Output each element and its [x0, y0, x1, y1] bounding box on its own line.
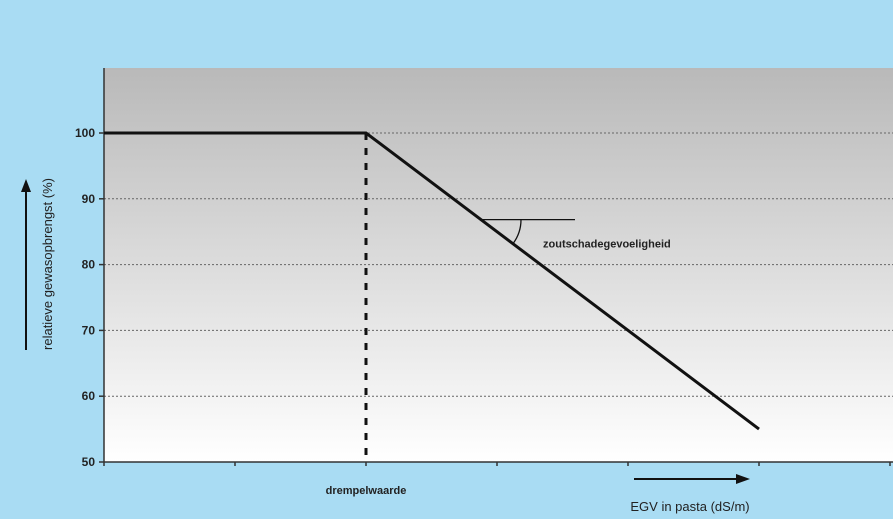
gridlines [104, 132, 893, 397]
x-axis-label-group: EGV in pasta (dS/m) [630, 474, 750, 514]
y-tick-label-100: 100 [75, 126, 95, 140]
slope-arc [512, 219, 522, 245]
plot-area [104, 68, 893, 462]
y-axis-label-group: relatieve gewasopbrengst (%) [21, 178, 55, 350]
y-axis-label: relatieve gewasopbrengst (%) [40, 178, 55, 350]
threshold-label: drempelwaarde [326, 485, 407, 497]
y-tick-label-50: 50 [82, 455, 96, 469]
x-axis-arrow-head-icon [736, 474, 750, 484]
y-tick-label-70: 70 [82, 323, 96, 337]
annotation-label: zoutschadegevoeligheid [543, 239, 671, 251]
series-line-0 [104, 131, 760, 431]
y-tick-label-60: 60 [82, 389, 96, 403]
slope-annotation [481, 218, 575, 245]
x-ticks [103, 462, 891, 466]
y-tick-label-90: 90 [82, 192, 96, 206]
y-axis-arrow-head-icon [21, 179, 31, 192]
y-ticks: 50 60 70 80 90 100 [75, 126, 104, 469]
y-tick-label-80: 80 [82, 258, 96, 272]
x-axis-label: EGV in pasta (dS/m) [630, 499, 749, 514]
